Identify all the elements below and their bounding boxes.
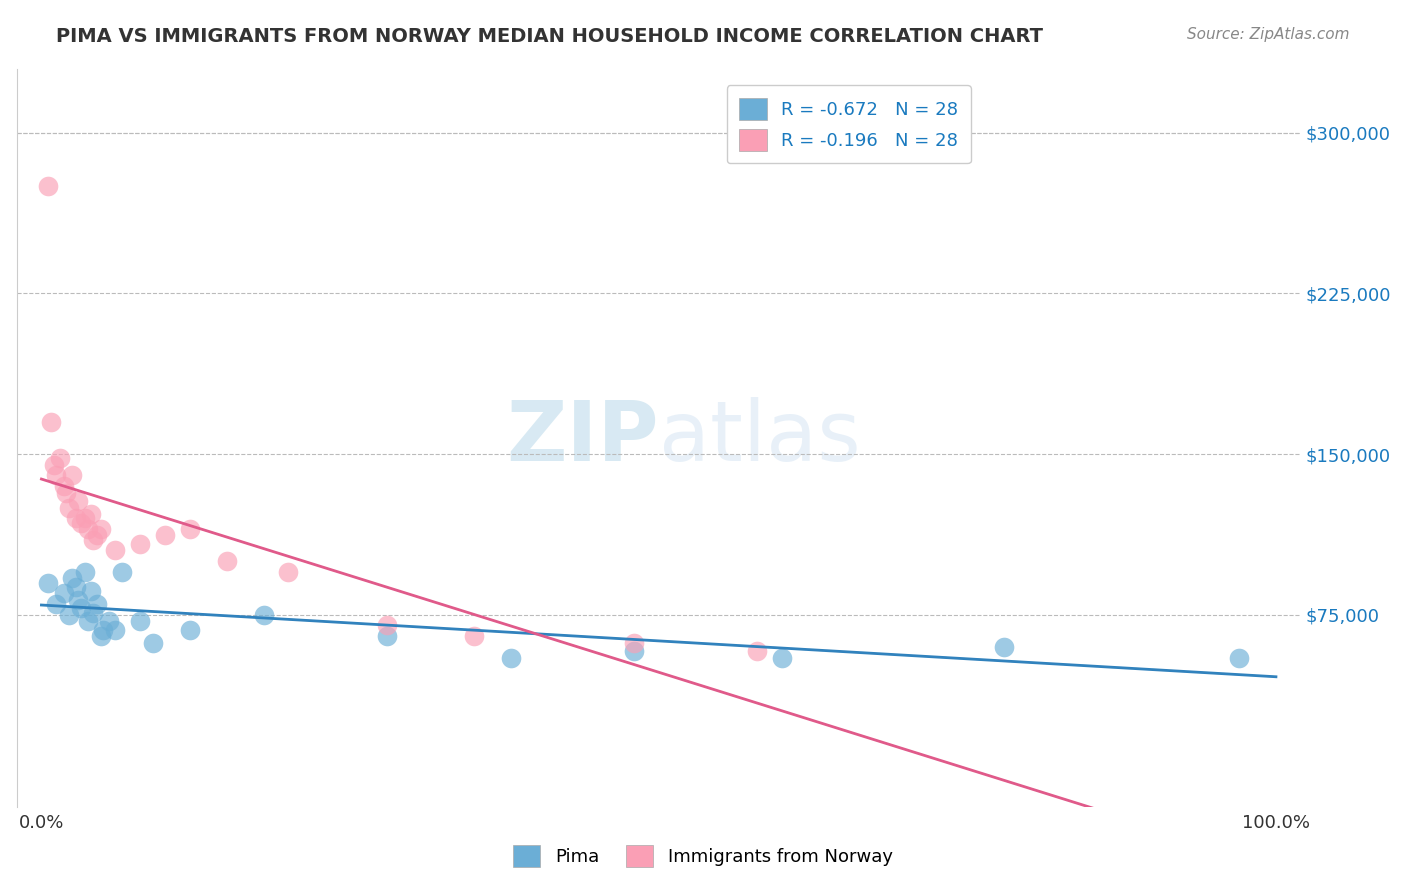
- Point: [277, 565, 299, 579]
- Point: [37, 179, 59, 194]
- Point: [60, 571, 83, 585]
- Point: [82, 606, 104, 620]
- Point: [86, 528, 108, 542]
- Point: [375, 629, 398, 643]
- Point: [82, 533, 104, 547]
- Point: [52, 586, 75, 600]
- Point: [86, 597, 108, 611]
- Point: [73, 511, 96, 525]
- Point: [67, 494, 90, 508]
- Point: [129, 537, 152, 551]
- Point: [45, 468, 67, 483]
- Point: [1227, 650, 1250, 665]
- Point: [747, 644, 769, 658]
- Point: [77, 522, 100, 536]
- Point: [179, 522, 201, 536]
- Point: [70, 516, 93, 530]
- Legend: Pima, Immigrants from Norway: Pima, Immigrants from Norway: [506, 838, 900, 874]
- Point: [111, 565, 134, 579]
- Text: atlas: atlas: [658, 398, 860, 478]
- Point: [463, 629, 485, 643]
- Point: [253, 607, 276, 622]
- Point: [770, 650, 793, 665]
- Point: [70, 601, 93, 615]
- Point: [91, 623, 114, 637]
- Legend: R = -0.672   N = 28, R = -0.196   N = 28: R = -0.672 N = 28, R = -0.196 N = 28: [727, 85, 970, 163]
- Text: PIMA VS IMMIGRANTS FROM NORWAY MEDIAN HOUSEHOLD INCOME CORRELATION CHART: PIMA VS IMMIGRANTS FROM NORWAY MEDIAN HO…: [56, 27, 1043, 45]
- Point: [77, 614, 100, 628]
- Point: [90, 629, 112, 643]
- Text: ZIP: ZIP: [506, 398, 658, 478]
- Point: [73, 565, 96, 579]
- Point: [375, 618, 398, 632]
- Text: Source: ZipAtlas.com: Source: ZipAtlas.com: [1187, 27, 1350, 42]
- Point: [499, 650, 522, 665]
- Point: [37, 575, 59, 590]
- Point: [39, 415, 62, 429]
- Point: [153, 528, 176, 542]
- Point: [104, 543, 127, 558]
- Point: [65, 580, 87, 594]
- Point: [993, 640, 1015, 654]
- Point: [58, 607, 80, 622]
- Point: [215, 554, 238, 568]
- Point: [67, 592, 90, 607]
- Point: [80, 584, 103, 599]
- Point: [179, 623, 201, 637]
- Point: [55, 485, 77, 500]
- Point: [98, 614, 121, 628]
- Point: [60, 468, 83, 483]
- Point: [45, 597, 67, 611]
- Point: [129, 614, 152, 628]
- Point: [623, 635, 645, 649]
- Point: [623, 644, 645, 658]
- Point: [104, 623, 127, 637]
- Point: [141, 635, 163, 649]
- Point: [58, 500, 80, 515]
- Point: [42, 458, 65, 472]
- Point: [52, 479, 75, 493]
- Point: [65, 511, 87, 525]
- Point: [80, 507, 103, 521]
- Point: [90, 522, 112, 536]
- Point: [49, 451, 72, 466]
